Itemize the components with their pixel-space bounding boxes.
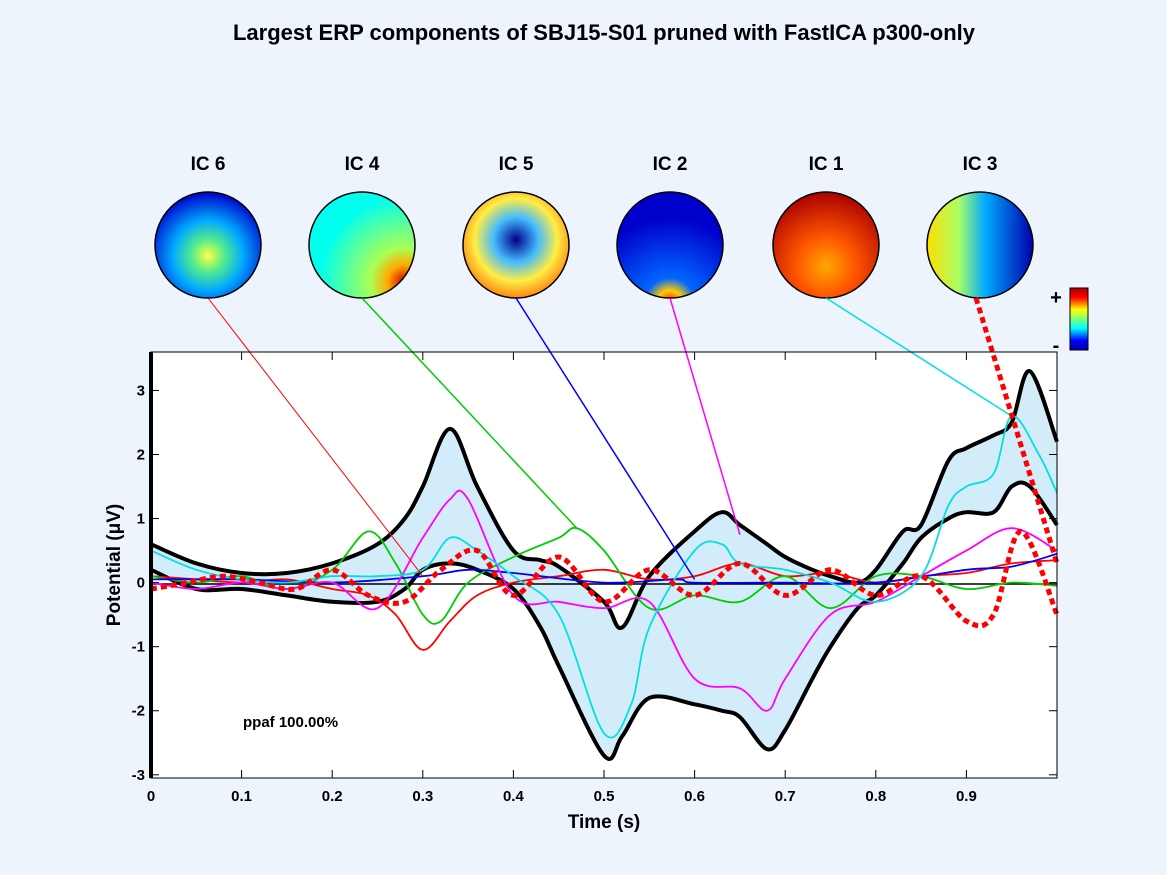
connector-lines [207,297,1060,580]
y-tick-label: -3 [132,767,145,784]
connector-line-5 [825,297,1013,417]
x-tick-label: 0.7 [775,788,796,805]
x-tick-label: 0.4 [503,788,525,805]
scalp-map [772,191,880,299]
topomap-ic5: IC 5 [462,154,570,299]
x-axis-label: Time (s) [568,812,641,833]
scalp-map [926,191,1034,299]
connector-line-6 [973,297,1060,565]
colorbar: + - [1050,287,1089,357]
scalp-map [462,191,570,299]
y-tick-label: -2 [132,703,145,720]
x-tick-label: 0.2 [322,788,343,805]
colorbar-minus-label: - [1053,335,1060,357]
topomap-label: IC 3 [963,154,998,175]
topomap-ic4: IC 4 [308,154,416,299]
topomap-label: IC 1 [809,154,844,175]
x-tick-label: 0.5 [594,788,615,805]
colorbar-plus-label: + [1050,287,1062,309]
scalp-map [616,191,724,299]
x-axis: 0 0.1 0.2 0.3 0.4 0.5 0.6 0.7 0.8 0.9 [147,352,977,805]
topomap-label: IC 6 [191,154,226,175]
topomaps: IC 6 IC 4 IC 5 IC 2 IC 1 IC 3 [154,154,1034,299]
topomap-label: IC 4 [345,154,380,175]
topomap-label: IC 5 [499,154,534,175]
chart-title: Largest ERP components of SBJ15-S01 prun… [233,20,976,45]
y-tick-label: 0 [137,575,145,592]
connector-line-1 [207,297,424,577]
envelope-upper-line [150,369,1059,631]
x-tick-label: 0.3 [412,788,433,805]
topomap-ic6: IC 6 [154,154,262,299]
topomap-ic3: IC 3 [926,154,1034,299]
x-tick-label: 0.9 [956,788,977,805]
series-line-5 [150,415,1058,739]
colorbar-scale [1069,287,1089,351]
x-tick-label: 0.8 [865,788,886,805]
x-tick-label: 0.1 [231,788,252,805]
y-tick-label: -1 [132,639,145,656]
topomap-label: IC 2 [653,154,688,175]
y-axis-label: Potential (μV) [104,504,125,626]
x-tick-label: 0 [147,788,155,805]
series-line-6 [150,528,1060,629]
scalp-map [308,191,416,299]
x-tick-label: 0.6 [684,788,705,805]
connector-line-4 [669,297,741,535]
topomap-ic1: IC 1 [772,154,880,299]
y-tick-label: 1 [137,511,145,528]
y-tick-label: 3 [137,382,145,399]
connector-line-3 [515,297,696,580]
connector-line-2 [361,297,578,529]
series-lines [150,415,1060,739]
y-axis: -3 -2 -1 0 1 2 3 [132,382,1057,784]
scalp-map [154,191,262,299]
ppaf-annotation: ppaf 100.00% [243,714,338,731]
topomap-ic2: IC 2 [616,154,724,299]
y-tick-label: 2 [137,446,145,463]
series-line-4 [150,489,1058,712]
series-line-2 [150,526,1058,625]
